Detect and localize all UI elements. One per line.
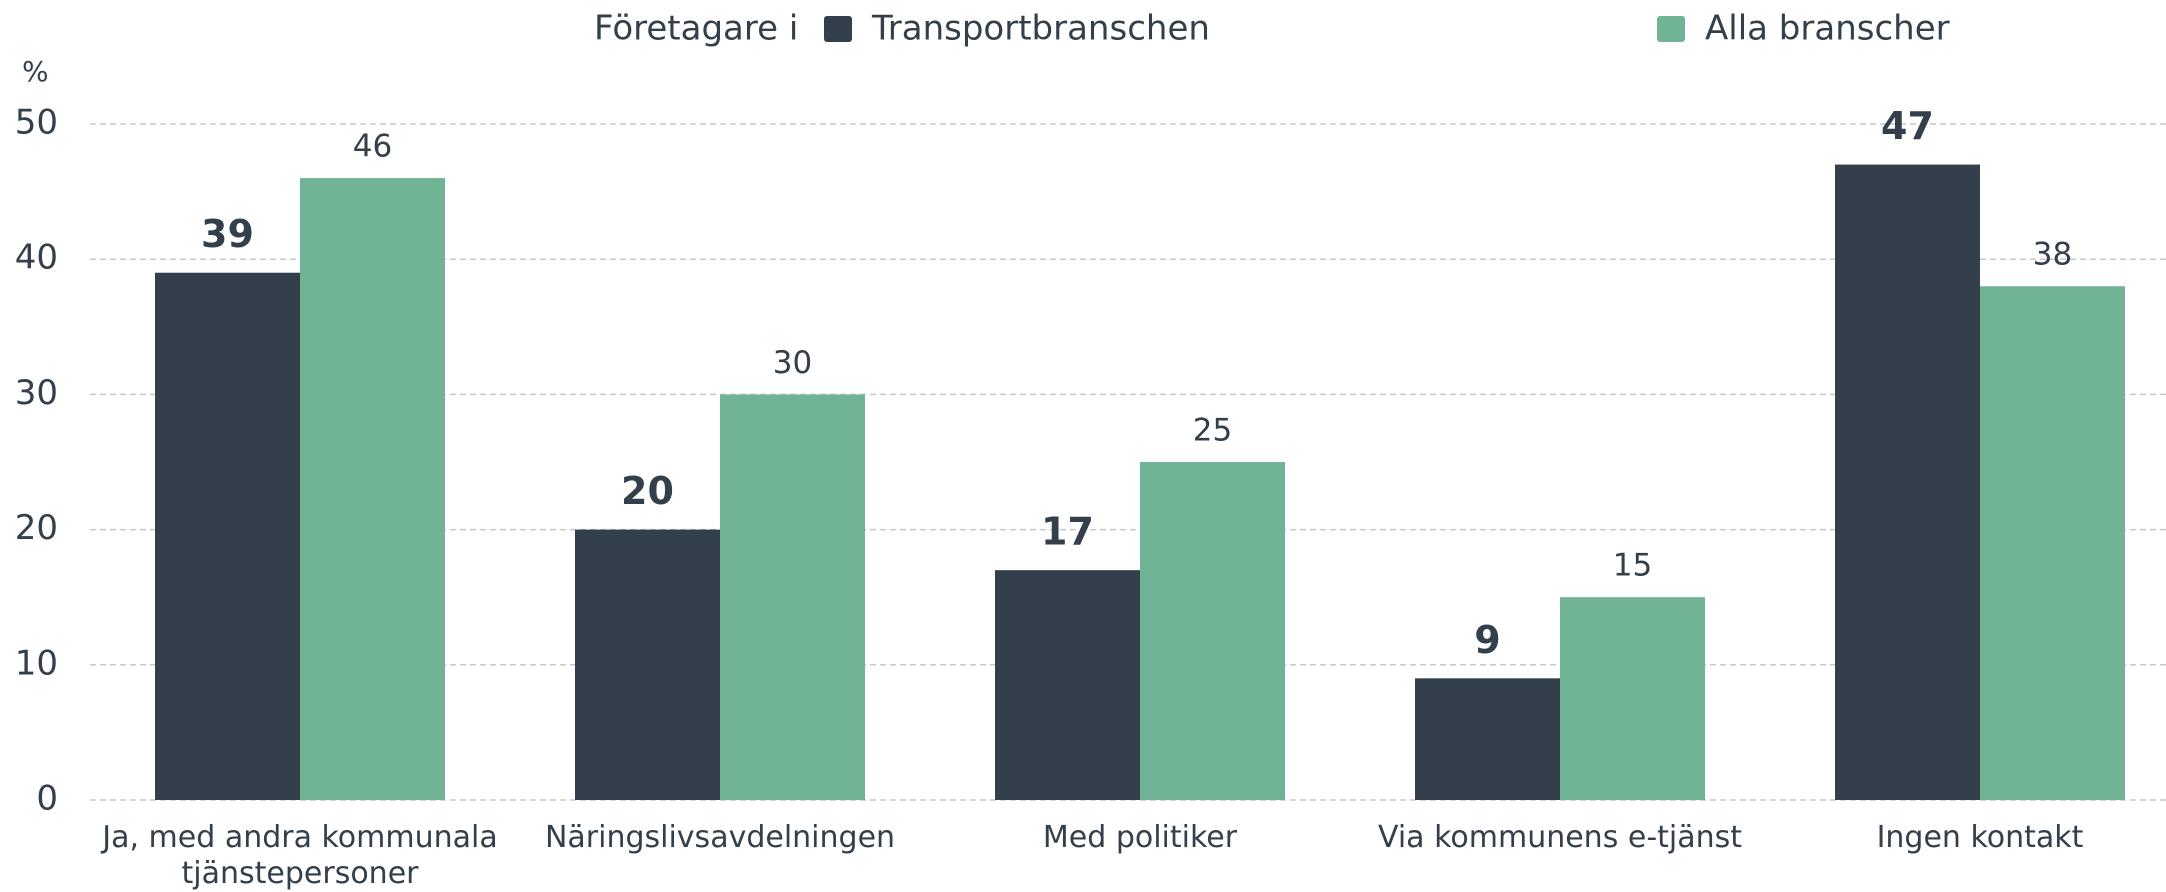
bar: [155, 272, 300, 801]
y-tick-label: 40: [15, 238, 58, 278]
y-tick-label: 0: [36, 779, 58, 819]
legend-label: Transportbranschen: [871, 9, 1210, 49]
legend-label: Alla branscher: [1705, 9, 1950, 49]
bar: [720, 394, 865, 800]
y-axis-label: %: [22, 55, 49, 88]
y-tick-label: 50: [15, 103, 58, 143]
x-tick-label: Ingen kontakt: [1876, 820, 2084, 855]
bar: [995, 570, 1140, 800]
bar: [1980, 286, 2125, 800]
y-tick-label: 10: [15, 643, 58, 683]
data-label: 15: [1613, 548, 1652, 584]
y-tick-label: 30: [15, 373, 58, 413]
x-tick-label: Ja, med andra kommunala tjänstepersoner: [102, 820, 498, 891]
bar: [300, 178, 445, 800]
data-label: 17: [1041, 510, 1094, 554]
bar: [1140, 462, 1285, 800]
data-label: 30: [773, 345, 812, 381]
data-label: 47: [1881, 104, 1934, 148]
x-tick-label: Med politiker: [1042, 820, 1238, 855]
data-label: 38: [2033, 237, 2072, 273]
bar: [1835, 164, 1980, 800]
bar: [575, 529, 720, 800]
legend-swatch: [1657, 16, 1685, 42]
bar: [1560, 597, 1705, 800]
legend-swatch: [824, 16, 852, 42]
legend-title: Företagare i: [594, 9, 798, 49]
y-tick-label: 20: [15, 508, 58, 548]
bar: [1415, 678, 1560, 800]
data-label: 39: [201, 212, 254, 256]
data-label: 46: [353, 129, 392, 165]
data-label: 25: [1193, 413, 1232, 449]
x-tick-label: Näringslivsavdelningen: [544, 820, 896, 855]
data-label: 20: [621, 469, 674, 513]
data-label: 9: [1474, 618, 1500, 662]
x-tick-label: Via kommunens e-tjänst: [1377, 820, 1743, 855]
